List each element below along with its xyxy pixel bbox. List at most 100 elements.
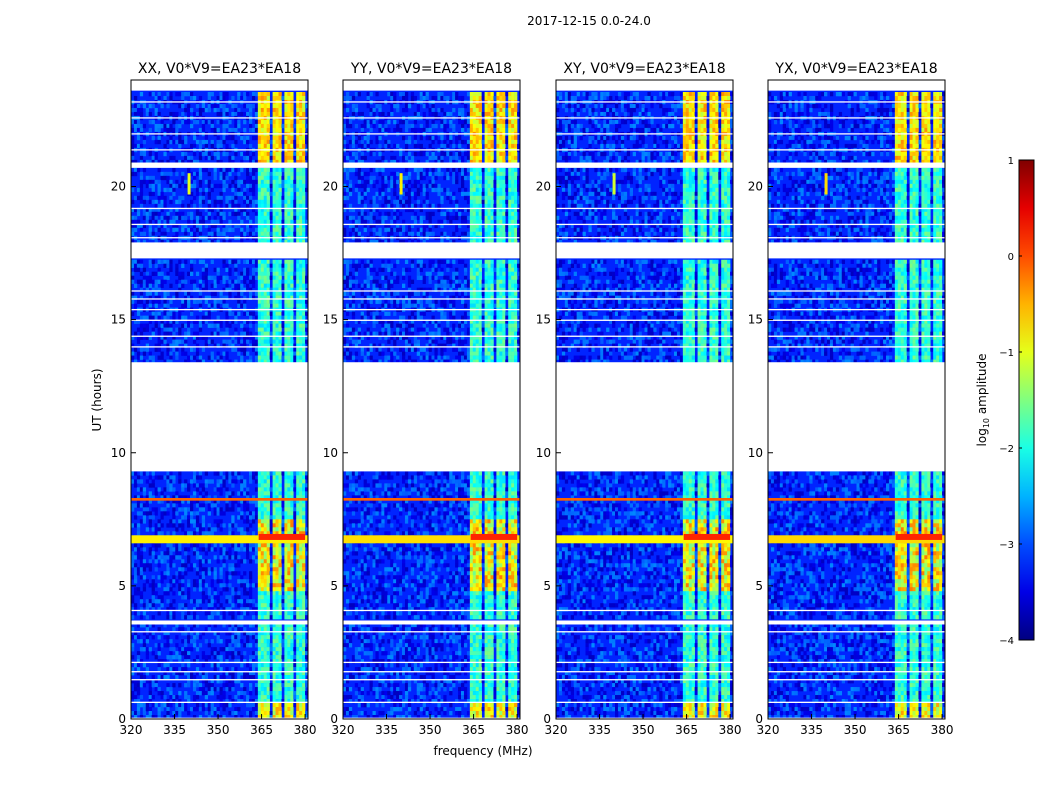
y-tick-label: 0	[755, 712, 763, 726]
data-gap	[556, 362, 733, 471]
flag-line	[556, 336, 733, 337]
flag-line	[768, 631, 945, 632]
flag-line	[343, 320, 520, 321]
flag-line	[343, 224, 520, 225]
rfi-spike	[825, 173, 828, 194]
flag-line	[768, 346, 945, 347]
data-gap	[556, 80, 733, 91]
data-gap	[131, 80, 308, 91]
flag-line	[131, 346, 308, 347]
flag-line	[556, 309, 733, 310]
flag-line	[556, 679, 733, 680]
x-tick-label: 380	[719, 723, 742, 737]
y-tick-label: 5	[118, 579, 126, 593]
flag-line	[556, 149, 733, 150]
colorbar-tick-label: −3	[999, 540, 1014, 551]
colorbar-label: log10 amplitude	[975, 354, 991, 447]
colorbar-tick-label: 0	[1008, 252, 1014, 263]
y-tick-label: 5	[755, 579, 763, 593]
x-tick-label: 380	[294, 723, 317, 737]
flag-line	[343, 117, 520, 118]
rfi-hotspot	[684, 534, 730, 540]
flag-line	[131, 149, 308, 150]
data-gap	[131, 242, 308, 258]
flag-line	[556, 117, 733, 118]
flag-line	[131, 610, 308, 611]
panel-title: XX, V0*V9=EA23*EA18	[138, 61, 301, 77]
x-tick-label: 335	[375, 723, 398, 737]
flag-line	[131, 290, 308, 291]
x-tick-label: 350	[632, 723, 655, 737]
y-tick-label: 0	[330, 712, 338, 726]
flag-line	[343, 290, 520, 291]
flag-line	[131, 309, 308, 310]
data-gap	[768, 620, 945, 624]
flag-line	[343, 237, 520, 238]
flag-line	[343, 702, 520, 703]
data-gap	[768, 242, 945, 258]
flag-line	[556, 208, 733, 209]
flag-line	[556, 346, 733, 347]
flag-line	[768, 290, 945, 291]
flag-line	[768, 320, 945, 321]
x-tick-label: 335	[163, 723, 186, 737]
flag-line	[131, 662, 308, 663]
x-tick-label: 350	[844, 723, 867, 737]
data-gap	[343, 163, 520, 168]
x-tick-label: 350	[419, 723, 442, 737]
y-tick-label: 10	[111, 446, 126, 460]
y-tick-label: 10	[748, 446, 763, 460]
flag-line	[131, 320, 308, 321]
x-tick-label: 350	[207, 723, 230, 737]
flag-line	[131, 117, 308, 118]
flag-line	[556, 133, 733, 134]
y-tick-label: 5	[330, 579, 338, 593]
flag-line	[343, 298, 520, 299]
colorbar-tick-label: −4	[999, 636, 1014, 647]
data-gap	[131, 362, 308, 471]
rfi-hotspot	[896, 534, 942, 540]
flag-line	[343, 631, 520, 632]
x-tick-label: 365	[462, 723, 485, 737]
rfi-stripe	[768, 498, 945, 501]
x-tick-label: 365	[675, 723, 698, 737]
flag-line	[343, 610, 520, 611]
data-gap	[556, 620, 733, 624]
data-gap	[343, 620, 520, 624]
flag-line	[343, 662, 520, 663]
rfi-spike	[188, 173, 191, 194]
flag-line	[768, 117, 945, 118]
data-gap	[768, 80, 945, 91]
flag-line	[556, 610, 733, 611]
flag-line	[343, 679, 520, 680]
flag-line	[556, 237, 733, 238]
y-tick-label: 20	[536, 180, 551, 194]
rfi-spike	[400, 173, 403, 194]
flag-line	[556, 671, 733, 672]
y-tick-label: 5	[543, 579, 551, 593]
data-gap	[768, 163, 945, 168]
data-gap	[343, 362, 520, 471]
flag-line	[131, 298, 308, 299]
x-tick-label: 365	[887, 723, 910, 737]
flag-line	[556, 290, 733, 291]
data-gap	[343, 242, 520, 258]
flag-line	[768, 208, 945, 209]
flag-line	[343, 149, 520, 150]
flag-line	[768, 662, 945, 663]
flag-line	[768, 702, 945, 703]
flag-line	[768, 671, 945, 672]
flag-line	[131, 631, 308, 632]
flag-line	[131, 336, 308, 337]
y-tick-label: 15	[323, 313, 338, 327]
flag-line	[768, 679, 945, 680]
flag-line	[343, 336, 520, 337]
colorbar-tick-label: 1	[1008, 156, 1014, 167]
x-tick-label: 335	[588, 723, 611, 737]
